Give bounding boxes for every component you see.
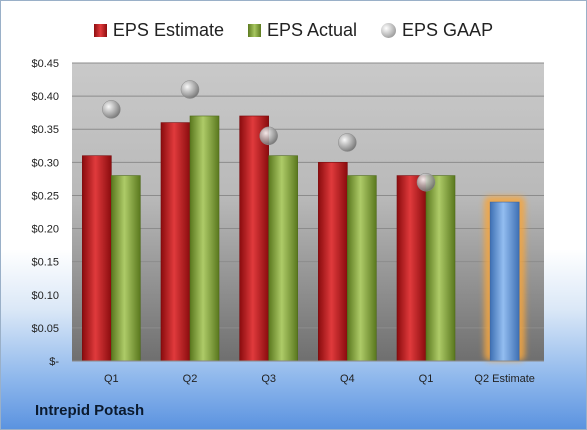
y-axis-ticks: $- $0.05 $0.10 $0.15 $0.20 $0.25 $0.30 $0.35 $0.… bbox=[31, 58, 59, 368]
y-tick-label: $0.20 bbox=[31, 224, 59, 236]
legend-item-actual: EPS Actual bbox=[247, 19, 358, 41]
marker-eps-gaap bbox=[180, 80, 200, 99]
y-tick-label: $0.10 bbox=[31, 290, 59, 302]
x-tick-label: Q1 bbox=[419, 373, 434, 385]
legend-label-gaap: EPS GAAP bbox=[402, 19, 494, 40]
legend-swatch-actual bbox=[247, 23, 261, 37]
y-tick-label: $0.25 bbox=[31, 190, 59, 202]
gridlines bbox=[72, 62, 544, 329]
chart-legend: EPS Estimate EPS Actual EPS GAAP bbox=[1, 18, 586, 42]
bar-eps-estimate bbox=[318, 162, 348, 362]
legend-label-estimate: EPS Estimate bbox=[112, 19, 224, 40]
marker-eps-gaap bbox=[338, 133, 357, 152]
y-tick-label: $0.30 bbox=[31, 157, 59, 169]
y-tick-label: $- bbox=[49, 356, 59, 368]
bar-eps-actual bbox=[347, 175, 377, 362]
x-tick-label: Q2 Estimate bbox=[474, 373, 535, 385]
legend-swatch-estimate bbox=[93, 23, 107, 37]
bar-eps-actual bbox=[268, 155, 298, 362]
x-tick-label: Q3 bbox=[261, 373, 276, 385]
y-tick-label: $0.35 bbox=[31, 124, 59, 136]
company-name: Intrepid Potash bbox=[35, 402, 145, 419]
x-tick-label: Q2 bbox=[183, 373, 198, 385]
gaap-markers bbox=[102, 80, 436, 192]
x-tick-label: Q1 bbox=[104, 373, 119, 385]
marker-eps-gaap bbox=[259, 126, 278, 146]
y-tick-label: $0.40 bbox=[31, 91, 59, 103]
marker-eps-gaap bbox=[102, 100, 121, 119]
bar-eps-actual bbox=[111, 175, 141, 362]
legend-label-actual: EPS Actual bbox=[266, 19, 358, 40]
x-axis-ticks: Q1 Q2 Q3 Q4 Q1 Q2 Estimate bbox=[104, 373, 535, 385]
y-tick-label: $0.15 bbox=[31, 257, 59, 269]
plot-area bbox=[72, 63, 544, 361]
marker-eps-gaap bbox=[416, 172, 436, 192]
bar-eps-actual bbox=[425, 175, 456, 362]
x-tick-label: Q4 bbox=[340, 373, 355, 385]
bar-eps-estimate bbox=[160, 122, 191, 362]
y-tick-label: $0.45 bbox=[31, 58, 59, 70]
legend-swatch-gaap bbox=[381, 22, 397, 38]
bars bbox=[82, 115, 526, 362]
bar-eps-estimate bbox=[396, 175, 427, 362]
y-tick-label: $0.05 bbox=[31, 323, 59, 335]
legend-item-gaap: EPS GAAP bbox=[381, 20, 493, 41]
bar-eps-actual bbox=[189, 115, 220, 362]
bar-eps-estimate bbox=[82, 155, 112, 362]
legend-item-estimate: EPS Estimate bbox=[93, 19, 224, 41]
bar-eps-estimate bbox=[239, 115, 269, 362]
bar-q2-estimate bbox=[489, 201, 520, 362]
